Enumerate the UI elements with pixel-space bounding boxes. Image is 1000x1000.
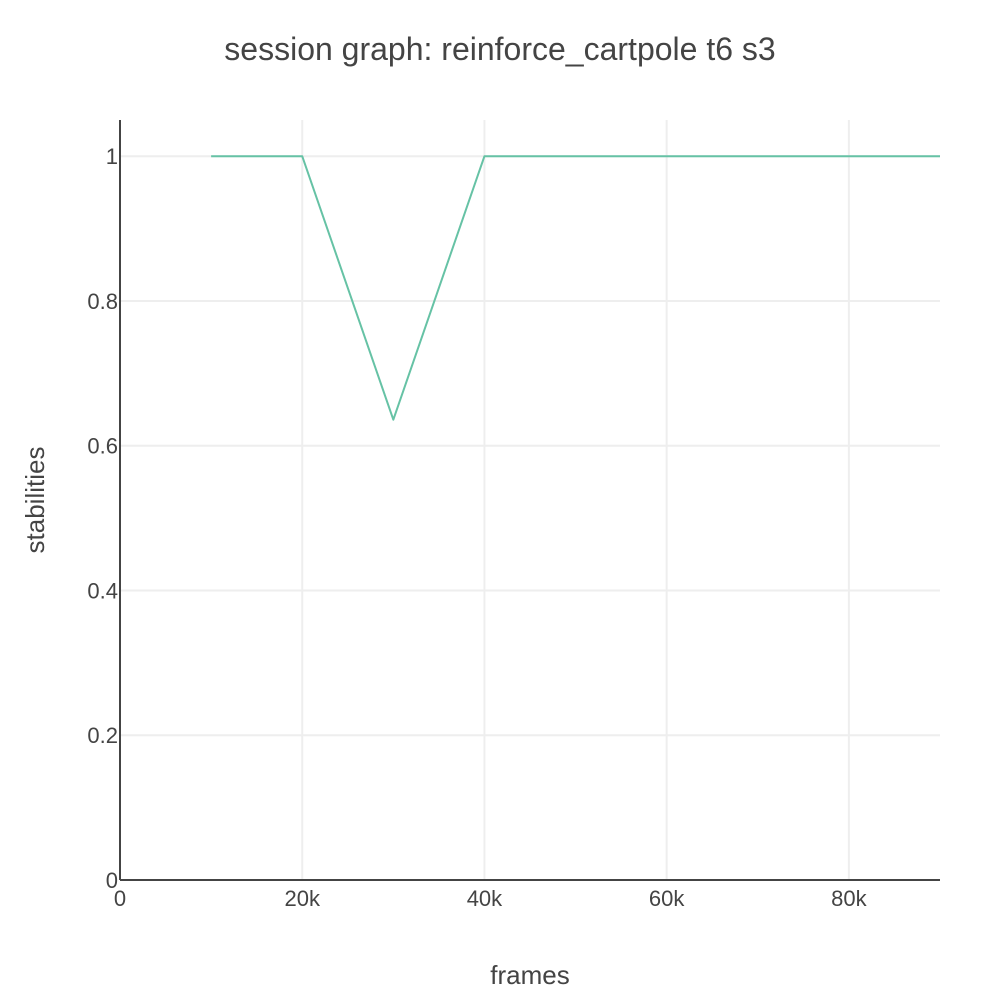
x-tick-label: 20k — [284, 886, 320, 911]
x-tick-labels: 0 20k 40k 60k 80k — [114, 886, 868, 911]
y-tick-label: 0.8 — [87, 289, 118, 314]
x-axis-label: frames — [490, 960, 569, 990]
chart-title: session graph: reinforce_cartpole t6 s3 — [224, 31, 775, 67]
y-axis-label: stabilities — [20, 447, 50, 554]
y-tick-label: 0.6 — [87, 434, 118, 459]
grid — [120, 120, 940, 880]
axes — [119, 120, 940, 881]
x-tick-label: 0 — [114, 886, 126, 911]
x-tick-label: 60k — [649, 886, 685, 911]
x-tick-label: 80k — [831, 886, 867, 911]
y-tick-label: 0.4 — [87, 578, 118, 603]
y-tick-label: 0 — [106, 868, 118, 893]
y-tick-label: 1 — [106, 144, 118, 169]
y-tick-label: 0.2 — [87, 723, 118, 748]
y-tick-labels: 0 0.2 0.4 0.6 0.8 1 — [87, 144, 118, 893]
x-tick-label: 40k — [467, 886, 503, 911]
series-line-0 — [211, 155, 940, 421]
series-layer — [211, 155, 940, 421]
